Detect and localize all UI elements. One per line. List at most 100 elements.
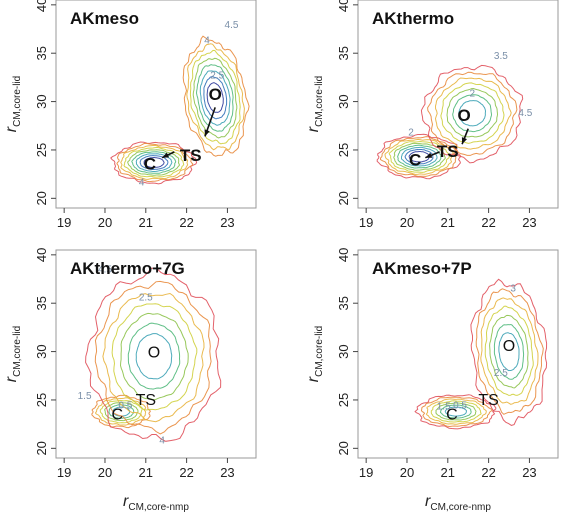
contour-level [139, 155, 169, 170]
contour-level [135, 153, 173, 172]
state-label: O [458, 106, 471, 125]
contour-level [434, 77, 512, 150]
x-tick-label: 23 [220, 215, 234, 230]
contour-level [192, 57, 238, 139]
x-tick-label: 19 [57, 215, 71, 230]
contour-value-label: 3.5 [494, 51, 508, 62]
contour-level [388, 140, 450, 173]
contour-value-label: 3 [510, 284, 516, 295]
x-tick-label: 22 [481, 465, 495, 480]
contour-level [480, 297, 539, 405]
x-tick-label: 22 [179, 215, 193, 230]
panel-title: AKmeso+7P [372, 259, 472, 278]
contour-value-label: 4 [139, 178, 145, 189]
state-label: C [409, 151, 421, 170]
contour-level [440, 82, 505, 144]
contour-level [408, 151, 430, 163]
state-label: TS [136, 392, 156, 409]
contour-lines [85, 267, 222, 442]
x-tick-label: 20 [98, 465, 112, 480]
contour-value-label: 2.5 [494, 368, 508, 379]
arrow-head [461, 137, 467, 145]
contour-level [116, 142, 194, 183]
contour-level [420, 396, 493, 428]
contour-level [475, 288, 544, 415]
chart-panel-4: 3 2.5 1.5 0.5C TS O AKmeso+7P 19 20 21 22 23 20 25 30 3… [305, 248, 559, 513]
y-tick-label: 25 [34, 143, 49, 157]
x-tick-label: 22 [481, 215, 495, 230]
panel-title: AKthermo [372, 9, 454, 28]
contour-level [94, 280, 212, 435]
contour-value-label: 4.5 [518, 108, 532, 119]
contour-value-label: 0.5 [453, 401, 467, 412]
contour-level [111, 303, 198, 411]
contour-level [430, 400, 482, 423]
contour-value-label: 4.5 [225, 20, 239, 31]
plot-frame [55, 249, 257, 459]
y-tick-label: 40 [336, 248, 351, 262]
y-tick-label: 30 [34, 344, 49, 358]
contour-level [143, 157, 165, 169]
y-tick-label: 35 [34, 296, 49, 310]
contour-level [401, 146, 438, 167]
contour-level [127, 149, 180, 176]
state-label: O [209, 85, 222, 104]
contour-level [452, 94, 493, 133]
contour-level [199, 70, 231, 126]
y-axis-label: rCM,core-lid [305, 76, 325, 132]
y-tick-label: 25 [336, 393, 351, 407]
x-tick-label: 20 [400, 465, 414, 480]
contour-level [195, 64, 234, 132]
contour-level [444, 406, 468, 417]
contour-value-label: 4.5 [98, 264, 112, 275]
contour-level [484, 305, 534, 396]
contour-level [110, 141, 198, 185]
x-tick-label: 19 [57, 465, 71, 480]
contour-lines [414, 278, 548, 430]
x-tick-label: 23 [522, 215, 536, 230]
state-label: C [144, 154, 156, 173]
x-tick-label: 23 [522, 465, 536, 480]
contour-level [120, 144, 189, 180]
y-tick-label: 30 [34, 94, 49, 108]
contour-level [404, 148, 434, 165]
chart-panel-3: 2.5 4.5 0.5 1.5 4 C TS O AKthermo+7G 19 20 21 22 23 20… [3, 248, 257, 513]
contour-level [131, 151, 177, 174]
contour-value-label: 1.5 [437, 402, 451, 413]
arrow-head [425, 152, 433, 158]
y-tick-label: 40 [34, 0, 49, 12]
x-tick-label: 21 [139, 465, 153, 480]
arrow-head [204, 129, 210, 137]
contour-value-label: 2.5 [139, 292, 153, 303]
contour-value-label: 1.5 [78, 391, 92, 402]
contour-level [498, 332, 520, 372]
contour-level [489, 314, 529, 389]
contour-level [85, 267, 222, 442]
y-tick-label: 30 [336, 94, 351, 108]
contour-level [414, 394, 497, 430]
contour-level [182, 35, 250, 157]
x-tick-label: 21 [441, 465, 455, 480]
x-tick-label: 20 [98, 215, 112, 230]
x-axis-label: rCM,core-nmp [123, 493, 189, 513]
x-tick-label: 21 [139, 215, 153, 230]
plot-frame [357, 249, 559, 459]
contour-level [384, 138, 454, 176]
contour-level [102, 292, 205, 423]
contour-level [470, 278, 548, 426]
contour-level [108, 404, 135, 419]
contour-level [420, 64, 524, 164]
y-tick-label: 25 [336, 143, 351, 157]
y-tick-label: 20 [34, 441, 49, 455]
x-axis-label: rCM,core-nmp [425, 493, 491, 513]
x-tick-label: 19 [359, 465, 373, 480]
state-label: O [503, 338, 515, 355]
x-tick-label: 22 [179, 465, 193, 480]
contour-level [104, 402, 139, 422]
contour-lines [376, 64, 524, 180]
contour-level [458, 100, 487, 127]
y-tick-label: 20 [34, 191, 49, 205]
contour-level [493, 324, 525, 380]
contour-level [99, 399, 143, 424]
